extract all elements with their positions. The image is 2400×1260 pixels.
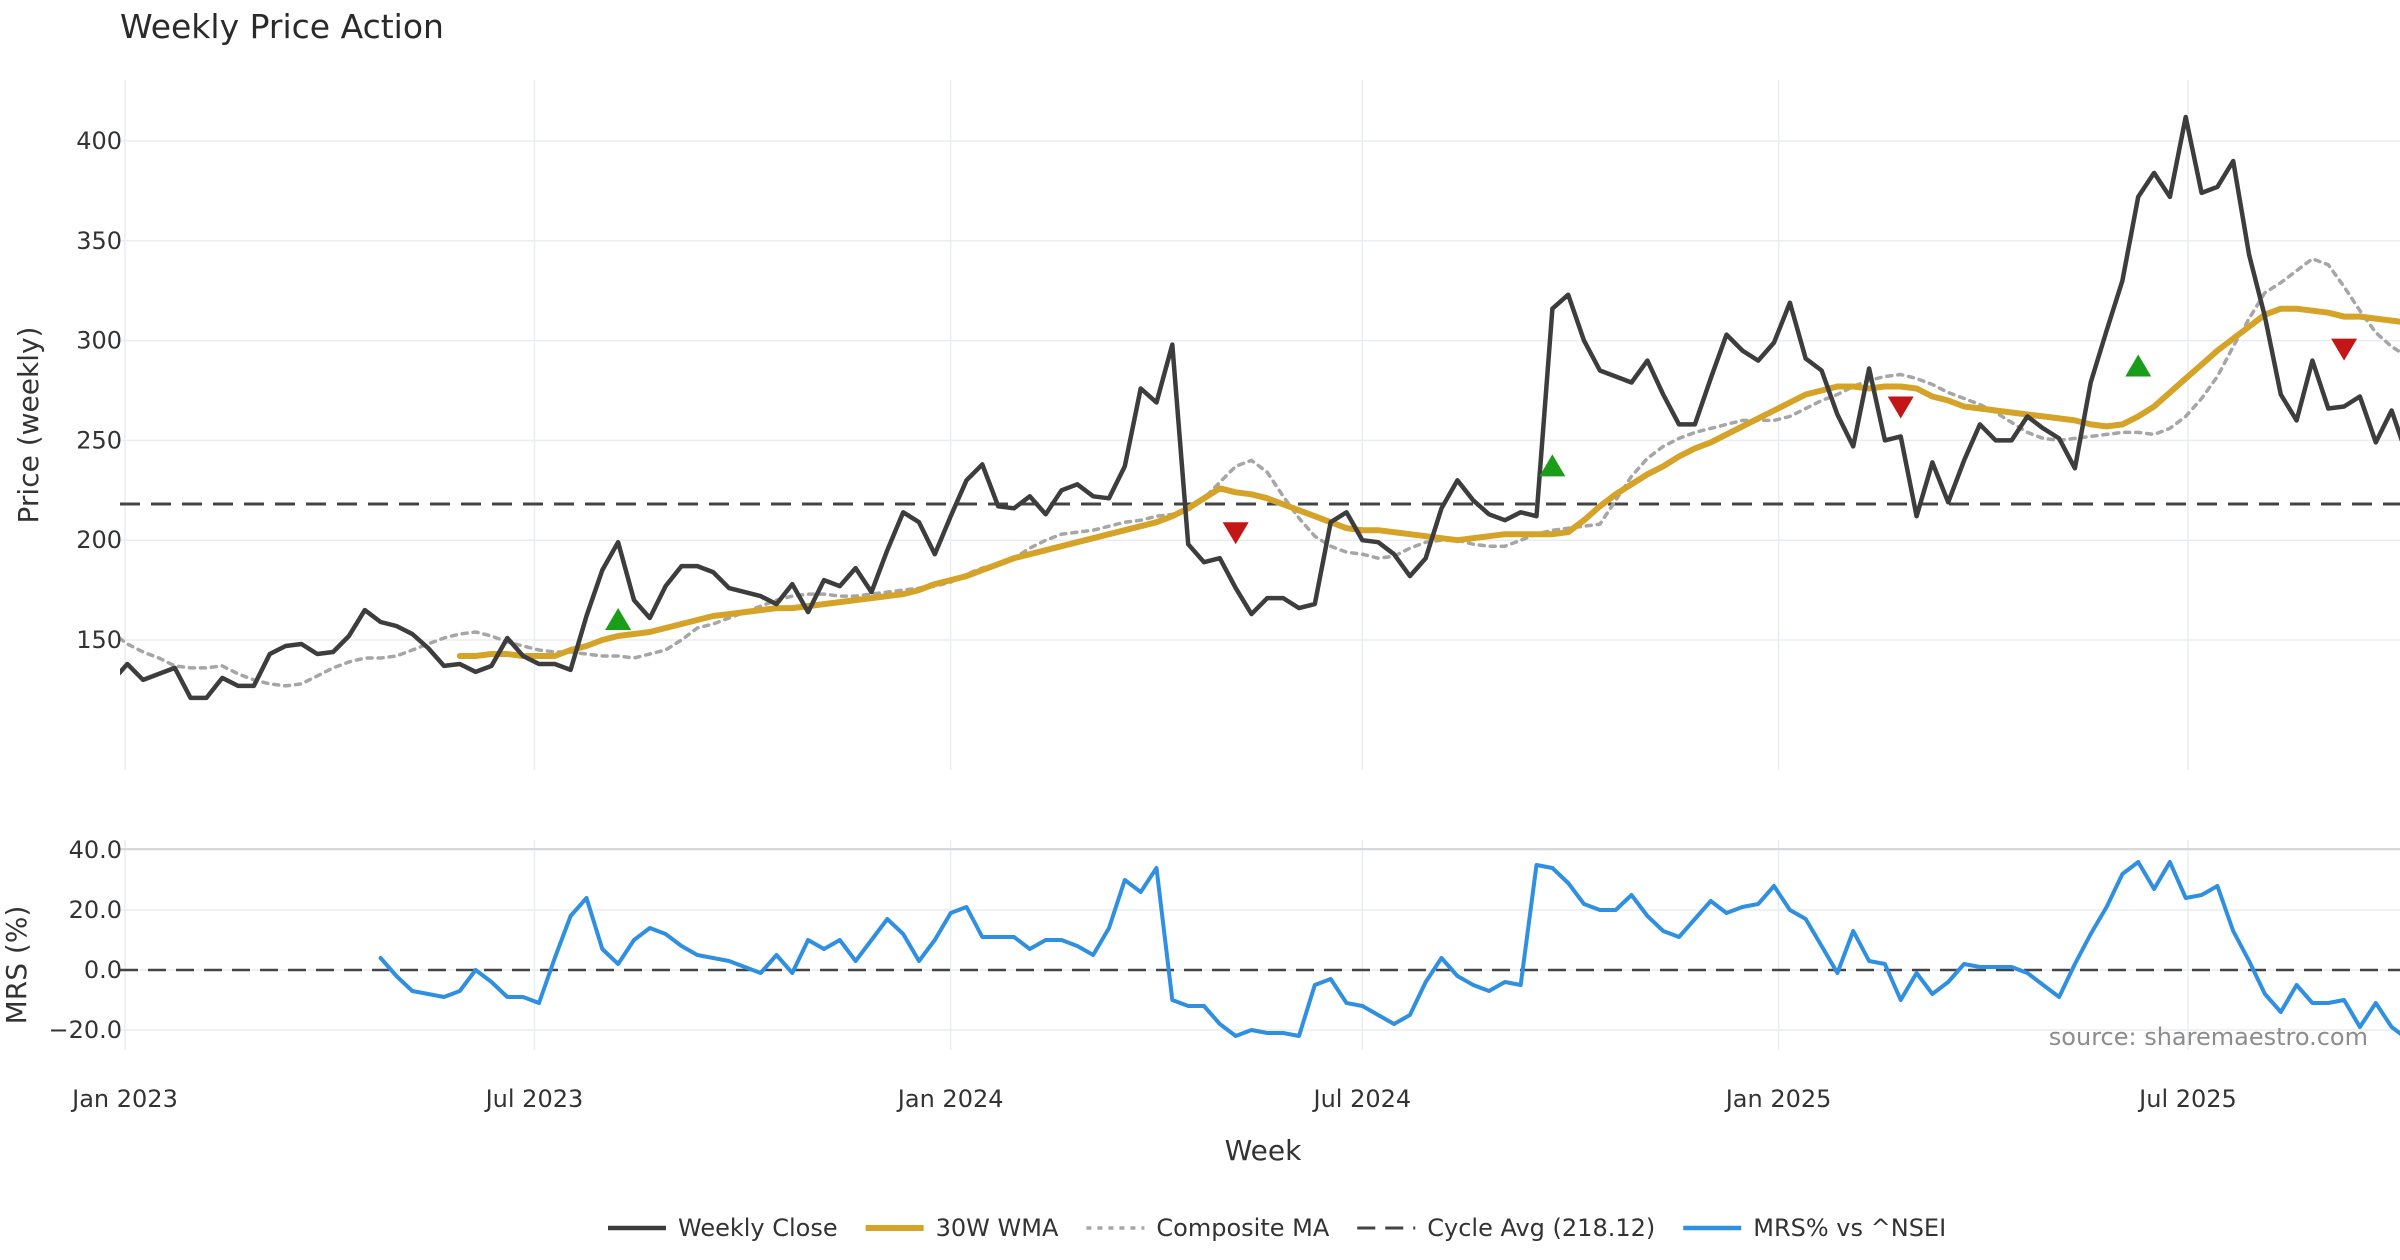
x-tick-label: Jul 2025: [2137, 1085, 2237, 1113]
series-mrs-vs-nsei: [378, 860, 2400, 1038]
mrs-y-tick-label: 40.0: [69, 836, 122, 864]
source-note: source: sharemaestro.com: [2049, 1023, 2368, 1051]
legend-label: Weekly Close: [678, 1214, 838, 1242]
series-layer: [120, 114, 2400, 1038]
price-y-axis-title: Price (weekly): [12, 327, 45, 524]
sell-signal-marker: [1887, 396, 1914, 419]
x-tick-label: Jul 2024: [1312, 1085, 1412, 1113]
axis-labels: Jan 2023 Jul 2023 Jan 2024 Jul 2024 Jan 2025…: [48, 127, 2236, 1113]
x-axis-title: Week: [1225, 1134, 1302, 1167]
legend-label: MRS% vs ^NSEI: [1753, 1214, 1946, 1242]
signal-markers: [605, 338, 2358, 631]
series-composite-ma: [120, 257, 2400, 688]
x-tick-label: Jan 2025: [1724, 1085, 1832, 1113]
legend-label: 30W WMA: [936, 1214, 1059, 1242]
price-y-tick-label: 400: [76, 127, 122, 155]
price-y-tick-label: 200: [76, 526, 122, 554]
buy-signal-marker: [1539, 454, 1566, 477]
legend-item-cycle-avg-218-12: Cycle Avg (218.12): [1357, 1214, 1655, 1242]
mrs-y-tick-label: 20.0: [69, 896, 122, 924]
series-weekly-close: [120, 114, 2400, 701]
sell-signal-marker: [2331, 338, 2358, 361]
price-y-tick-label: 150: [76, 626, 122, 654]
buy-signal-marker: [2125, 354, 2152, 377]
buy-signal-marker: [605, 608, 632, 631]
legend-label: Cycle Avg (218.12): [1427, 1214, 1655, 1242]
legend-item-mrs-vs-nsei: MRS% vs ^NSEI: [1683, 1214, 1946, 1242]
legend-label: Composite MA: [1156, 1214, 1329, 1242]
series-30w-wma: [456, 305, 2400, 659]
legend: Weekly Close 30W WMA Composite MA Cycle Avg…: [608, 1214, 1946, 1242]
chart-title: Weekly Price Action: [120, 7, 444, 46]
price-y-tick-label: 250: [76, 426, 122, 454]
reference-lines: [120, 502, 2400, 972]
x-tick-label: Jan 2023: [70, 1085, 178, 1113]
price-y-tick-label: 300: [76, 327, 122, 355]
grid-layer: [120, 80, 2400, 1050]
mrs-y-axis-title: MRS (%): [0, 906, 33, 1025]
sell-signal-marker: [1222, 522, 1249, 545]
price-y-tick-label: 350: [76, 227, 122, 255]
x-tick-label: Jul 2023: [484, 1085, 584, 1113]
mrs-y-tick-label: −20.0: [48, 1016, 122, 1044]
legend-item-composite-ma: Composite MA: [1086, 1214, 1330, 1242]
mrs-y-tick-label: 0.0: [84, 956, 122, 984]
x-tick-label: Jan 2024: [896, 1085, 1004, 1113]
legend-item-weekly-close: Weekly Close: [608, 1214, 838, 1242]
legend-item-30w-wma: 30W WMA: [865, 1214, 1059, 1242]
